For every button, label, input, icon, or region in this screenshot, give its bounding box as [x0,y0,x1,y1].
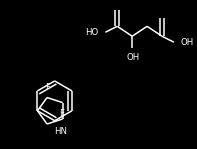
Text: HN: HN [54,127,67,136]
Text: F: F [45,83,50,92]
Text: HO: HO [85,28,98,37]
Text: F: F [59,109,64,118]
Text: OH: OH [181,38,194,47]
Text: OH: OH [126,53,140,62]
